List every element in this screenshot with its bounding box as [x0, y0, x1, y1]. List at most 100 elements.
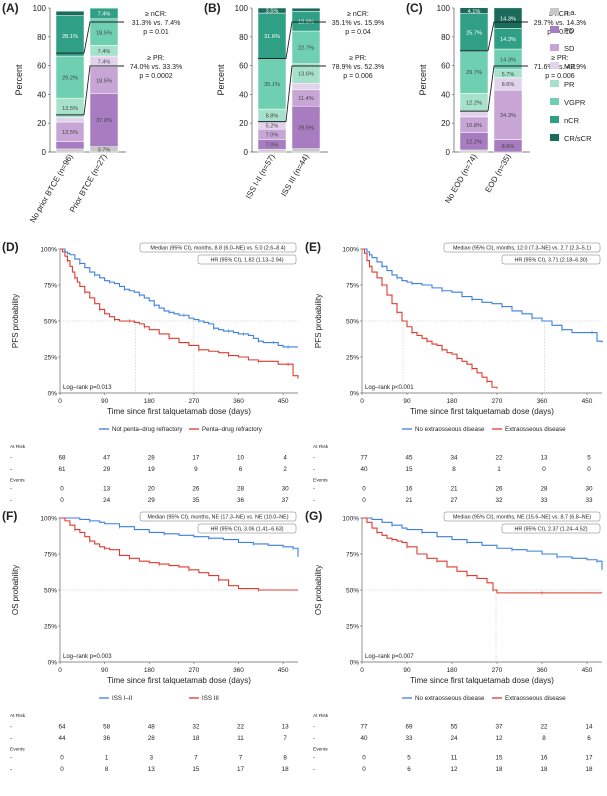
bar-segment-nCR [89, 7, 119, 20]
events-row-value: 35 [192, 497, 200, 504]
at-risk-row-value: 0 [542, 466, 546, 473]
events-row-value: 12 [450, 766, 458, 773]
y-tick-label: 60 [239, 62, 248, 71]
events-row-value: 8 [105, 766, 109, 773]
x-tick-label: 450 [582, 398, 593, 405]
at-risk-heading: At Risk [313, 713, 329, 719]
annotation-value: 29.7% vs. 14.3% [534, 20, 587, 27]
bar-panel-a: (A) 100 80 60 40 20 0 Percent 13.5% 13.5% 29.2% 28.… [2, 1, 182, 224]
segment-label: 10.8% [466, 123, 482, 129]
y-tick-label: 100% [342, 516, 359, 523]
x-tick-label: 270 [492, 667, 503, 674]
annotation-value: 74.0% vs. 33.3% [130, 64, 183, 71]
segment-label: 22.7% [298, 46, 314, 52]
events-row-value: 18 [540, 766, 548, 773]
panel-label: (G) [305, 509, 322, 523]
km-curve-group2 [362, 248, 498, 389]
bar-segment-VGPR [89, 18, 119, 46]
segment-label: 8.6% [502, 144, 515, 150]
category-label: ISS III (n=44) [279, 152, 311, 198]
annotation-connector [83, 65, 124, 115]
events-row-value: 17 [585, 755, 593, 762]
x-tick-label: 270 [188, 398, 199, 405]
at-risk-row-value: 17 [192, 455, 200, 462]
annotation-value: 35.1% vs. 15.9% [332, 20, 385, 27]
y-tick-label: 75% [44, 283, 57, 290]
events-row-value: 0 [362, 486, 366, 493]
events-row-value: 17 [237, 766, 245, 773]
at-risk-row-value: 68 [58, 455, 66, 462]
risk-row-marker: - [10, 736, 12, 742]
at-risk-row-value: 47 [103, 455, 111, 462]
x-tick-label: 90 [101, 398, 109, 405]
events-row-value: 21 [450, 486, 458, 493]
km-curve-group1 [60, 248, 298, 348]
y-tick-label: 100% [40, 247, 57, 254]
at-risk-row-value: 6 [587, 735, 591, 742]
at-risk-row-value: 24 [450, 735, 458, 742]
events-row-value: 7 [239, 755, 243, 762]
y-axis-label: OS probability [11, 565, 20, 615]
events-row-value: 26 [192, 486, 200, 493]
at-risk-row-value: 77 [360, 455, 368, 462]
at-risk-row-value: 9 [194, 466, 198, 473]
events-row-value: 37 [282, 497, 290, 504]
at-risk-row-value: 36 [103, 735, 111, 742]
at-risk-row-value: 7 [283, 735, 287, 742]
annotation-value: 78.9% vs. 52.3% [332, 64, 385, 71]
segment-label: 5.7% [502, 72, 515, 78]
legend-label: SD [564, 44, 575, 53]
median-text: Median (95% CI), months, NE (17.3–NE) vs… [147, 515, 288, 521]
y-tick-label: 75% [44, 552, 57, 559]
bar-segment-na [291, 148, 321, 153]
y-tick-label: 40 [441, 90, 450, 99]
segment-label: 29.7% [466, 70, 482, 76]
events-row-value: 0 [60, 755, 64, 762]
x-tick-label: 90 [403, 667, 411, 674]
legend-label: Extraosseous disease [505, 426, 566, 433]
at-risk-row-value: 64 [58, 724, 66, 731]
bar-segment-SD [493, 89, 523, 140]
annotation-pvalue: p = 0.006 [343, 73, 372, 80]
annotation-pvalue: p = 0.01 [143, 29, 169, 36]
median-box [443, 511, 601, 522]
y-tick-label: 0 [42, 148, 47, 157]
events-row-value: 11 [451, 755, 458, 762]
events-heading: Events [313, 477, 328, 483]
annotation-connector [285, 21, 326, 59]
at-risk-row-value: 8 [542, 735, 546, 742]
segment-label: 14.3% [500, 16, 516, 22]
annotation-pvalue: p = 0.0002 [139, 73, 172, 80]
risk-row-marker: - [10, 498, 12, 504]
panel-label: (B) [204, 1, 221, 15]
logrank-text: Log–rank p=0.003 [63, 654, 112, 660]
at-risk-row-value: 14 [585, 724, 593, 731]
legend-swatch-PR [550, 80, 559, 87]
segment-label: 29.2% [62, 75, 78, 81]
events-row-value: 7 [194, 755, 198, 762]
y-tick-label: 75% [346, 283, 359, 290]
at-risk-row-value: 5 [587, 455, 591, 462]
segment-label: 28.1% [62, 34, 78, 40]
risk-row-marker: - [313, 767, 315, 773]
at-risk-row-value: 2 [283, 466, 287, 473]
events-row-value: 6 [407, 766, 411, 773]
events-row-value: 33 [540, 497, 548, 504]
x-tick-label: 270 [492, 398, 503, 405]
legend-label: ISS III [202, 695, 219, 702]
y-tick-label: 100 [33, 4, 47, 13]
km-curve-group1 [362, 517, 603, 570]
bar-segment-MR [55, 117, 85, 123]
legend-swatch-MR [550, 62, 559, 69]
events-row-value: 29 [148, 497, 156, 504]
events-row-value: 5 [407, 755, 411, 762]
events-row-value: 18 [585, 766, 593, 773]
x-tick-label: 450 [582, 667, 593, 674]
y-axis-label: PFS probability [314, 294, 323, 348]
segment-label: 34.3% [500, 113, 516, 119]
at-risk-row-value: 22 [540, 724, 548, 731]
panel-label: (D) [2, 240, 19, 254]
y-tick-label: 20 [239, 119, 248, 128]
risk-row-marker: - [10, 725, 12, 731]
